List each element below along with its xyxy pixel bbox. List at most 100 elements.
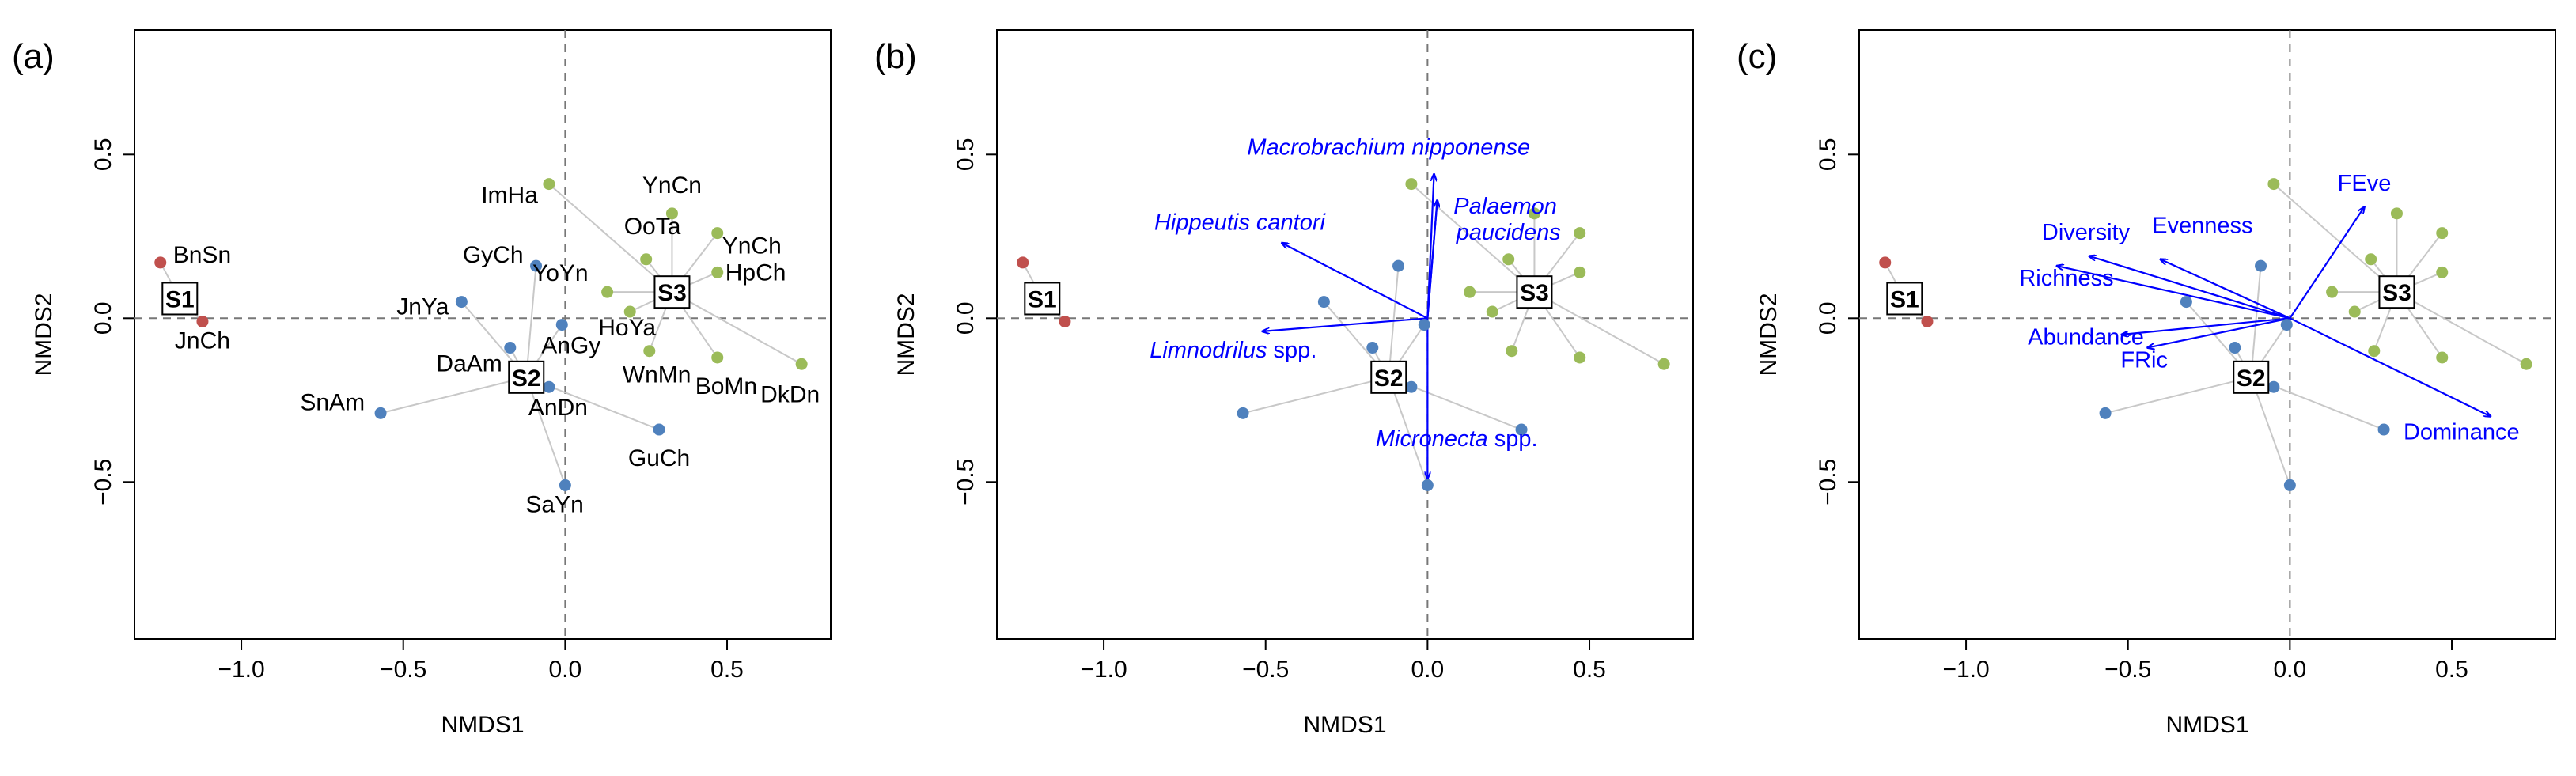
vector-label: Richness — [2019, 266, 2113, 291]
panel-label: (c) — [1737, 37, 1777, 76]
point-label: JnCh — [175, 327, 230, 354]
spider-line — [2250, 377, 2291, 486]
point-label: GyCh — [463, 242, 524, 268]
vector-label: Limnodrilus spp. — [1150, 338, 1316, 363]
sample-point — [2520, 358, 2532, 370]
point-label: AnGy — [541, 333, 600, 359]
vector-label: FEve — [2338, 171, 2392, 196]
centroid-label: S2 — [2237, 365, 2266, 392]
vector-label: Diversity — [2042, 220, 2131, 245]
vector-label: Palaemon — [1453, 194, 1557, 219]
sample-point — [1528, 207, 1540, 220]
sample-point — [1921, 315, 1934, 327]
point-label: AnDn — [528, 395, 588, 421]
spider-line — [671, 291, 802, 365]
spider-line — [2273, 183, 2398, 293]
spider-line — [380, 376, 527, 414]
y-tick-label: 0.0 — [90, 301, 116, 335]
sample-point — [1515, 423, 1528, 436]
sample-point — [543, 380, 555, 393]
point-label: DaAm — [436, 351, 502, 377]
centroid-box — [508, 360, 545, 394]
centroid-label: S2 — [512, 365, 541, 392]
sample-point — [2099, 407, 2112, 419]
sample-point — [711, 227, 724, 240]
panel-label: (a) — [12, 37, 55, 76]
sample-point — [1418, 319, 1430, 331]
centroid-box — [1516, 275, 1553, 309]
vector-arrow — [2161, 259, 2290, 320]
sample-point — [530, 259, 543, 272]
x-tick-label: 0.5 — [1573, 657, 1606, 683]
sample-point — [2280, 319, 2293, 331]
spider-line — [1242, 376, 1389, 414]
centroid-box — [653, 275, 691, 309]
vector-arrow — [2089, 256, 2290, 320]
point-label: HoYa — [598, 315, 656, 341]
spider-line — [525, 377, 566, 486]
sample-point — [555, 319, 568, 331]
sample-point — [1464, 286, 1476, 298]
vector-arrow — [2057, 266, 2290, 320]
sample-point — [1059, 315, 1071, 327]
sample-point — [2267, 178, 2280, 191]
vector-label: Evenness — [2152, 214, 2252, 239]
sample-point — [2365, 253, 2377, 266]
sample-point — [643, 345, 656, 358]
sample-point — [543, 178, 555, 191]
y-axis-title: NMDS2 — [31, 293, 57, 376]
y-tick-label: −0.5 — [1815, 459, 1841, 505]
point-label: ImHa — [481, 183, 538, 209]
y-tick-label: 0.0 — [953, 301, 979, 335]
point-label: YnCh — [722, 233, 782, 259]
sample-point — [2326, 286, 2339, 298]
sample-point — [1405, 380, 1418, 393]
spider-line — [548, 183, 673, 293]
point-label: YnCn — [642, 172, 702, 199]
vector-label: Micronecta spp. — [1376, 426, 1538, 452]
sample-point — [455, 296, 468, 309]
x-tick-label: −1.0 — [218, 657, 264, 683]
point-label: WnMn — [623, 362, 691, 388]
point-label: YoYn — [532, 260, 589, 286]
centroid-label: S3 — [657, 280, 687, 306]
plot-frame — [1858, 29, 2556, 640]
vector-label-rest: spp. — [1267, 338, 1317, 363]
centroid-box — [2378, 275, 2415, 309]
centroid-label: S1 — [165, 286, 195, 312]
vector-label-rest: spp. — [1488, 426, 1538, 452]
vector-arrow — [2289, 317, 2491, 416]
vector-label: Abundance — [2028, 324, 2144, 350]
x-tick-label: −1.0 — [1080, 657, 1127, 683]
sample-point — [2390, 207, 2403, 220]
centroid-label: S2 — [1374, 365, 1404, 392]
plot-frame — [996, 29, 1694, 640]
sample-point — [2255, 259, 2267, 272]
vector-arrow — [1263, 317, 1428, 331]
y-tick-label: 0.5 — [1815, 138, 1841, 171]
plot-frame — [134, 29, 832, 640]
centroid-box — [1886, 282, 1923, 316]
vector-arrow — [1282, 243, 1428, 320]
y-tick-label: 0.5 — [90, 138, 116, 171]
sample-point — [640, 253, 653, 266]
sample-point — [795, 358, 808, 370]
x-tick-label: 0.0 — [549, 657, 582, 683]
sample-point — [1017, 256, 1029, 269]
sample-point — [1317, 296, 1330, 309]
point-label: BoMn — [695, 373, 757, 399]
panel-b: (b) −1.0 −0.5 0.0 0.5 −0.5 0.0 0.5 NMDS1 NMDS2 Mac… — [874, 29, 1694, 738]
point-label: GuCh — [628, 445, 690, 471]
x-tick-label: 0.0 — [2274, 657, 2307, 683]
centroid-box — [2233, 360, 2270, 394]
point-label: SaYn — [525, 491, 583, 517]
sample-point — [154, 256, 167, 269]
sample-point — [623, 305, 636, 318]
y-tick-label: 0.5 — [953, 138, 979, 171]
centroid-label: S3 — [1520, 280, 1549, 306]
centroid-label: S1 — [1028, 286, 1057, 312]
panel-label: (b) — [874, 37, 917, 76]
y-tick-label: 0.0 — [1815, 301, 1841, 335]
vector-arrow — [1426, 200, 1437, 319]
sample-point — [2377, 423, 2390, 436]
